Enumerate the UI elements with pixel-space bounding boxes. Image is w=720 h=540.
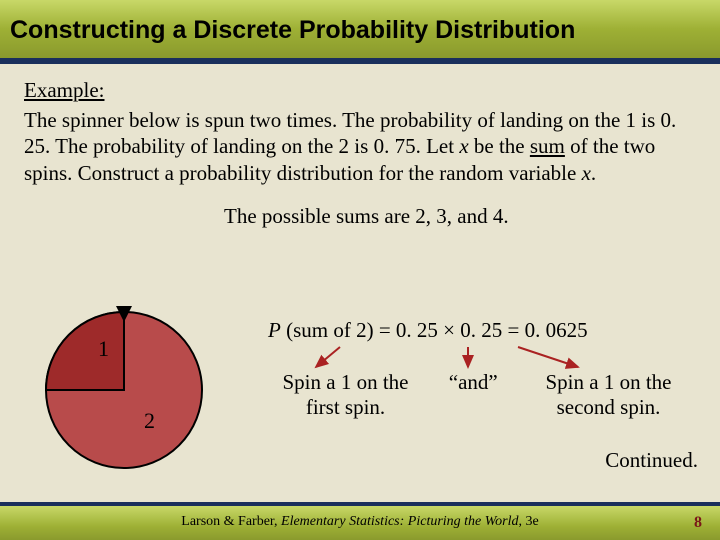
title-bar: Constructing a Discrete Probability Dist… (0, 0, 720, 64)
problem-part-d: . (591, 161, 596, 185)
spinner-diagram: 1 2 (24, 300, 224, 480)
problem-part-b: be the (469, 134, 530, 158)
explain-and: “and” (449, 370, 498, 394)
problem-var-x2: x (582, 161, 591, 185)
slide-title: Constructing a Discrete Probability Dist… (0, 0, 720, 45)
content-area: Example: The spinner below is spun two t… (0, 64, 720, 229)
formula-body-a: (sum of 2) = 0. 25 (281, 318, 443, 342)
problem-var-x: x (459, 134, 468, 158)
footer-book-title: Elementary Statistics: Picturing the Wor… (281, 514, 518, 529)
formula-P: P (268, 318, 281, 342)
continued-label: Continued. (605, 448, 698, 473)
explain-1b: first spin. (306, 395, 385, 419)
problem-text: The spinner below is spun two times. The… (24, 107, 696, 186)
probability-formula: P (sum of 2) = 0. 25 × 0. 25 = 0. 0625 (268, 318, 588, 343)
formula-body-b: 0. 25 = 0. 0625 (455, 318, 588, 342)
page-number: 8 (694, 514, 702, 532)
possible-sums-text: The possible sums are 2, 3, and 4. (224, 204, 696, 229)
explain-col-2: “and” (428, 370, 518, 395)
arrows-row (268, 345, 688, 369)
spinner-label-2: 2 (144, 408, 155, 433)
explain-col-3: Spin a 1 on the second spin. (524, 370, 694, 420)
explanation-row: Spin a 1 on the first spin. “and” Spin a… (268, 370, 698, 420)
spinner-label-1: 1 (98, 336, 109, 361)
formula-times: × (443, 318, 455, 342)
explain-1a: Spin a 1 on the (283, 370, 409, 394)
slide: Constructing a Discrete Probability Dist… (0, 0, 720, 540)
problem-sum: sum (530, 134, 565, 158)
explain-col-1: Spin a 1 on the first spin. (268, 370, 423, 420)
arrow-3-icon (518, 347, 578, 367)
spinner-svg: 1 2 (24, 300, 224, 480)
footer-bar: Larson & Farber, Elementary Statistics: … (0, 502, 720, 540)
spinner-slice-1 (46, 312, 124, 390)
arrows-svg (268, 345, 688, 371)
footer-author: Larson & Farber, (181, 514, 281, 529)
explain-3b: second spin. (557, 395, 661, 419)
footer-edition: , 3e (518, 514, 538, 529)
explain-3a: Spin a 1 on the (546, 370, 672, 394)
footer-citation: Larson & Farber, Elementary Statistics: … (0, 506, 720, 530)
example-label: Example: (24, 78, 696, 103)
arrow-1-icon (316, 347, 340, 367)
